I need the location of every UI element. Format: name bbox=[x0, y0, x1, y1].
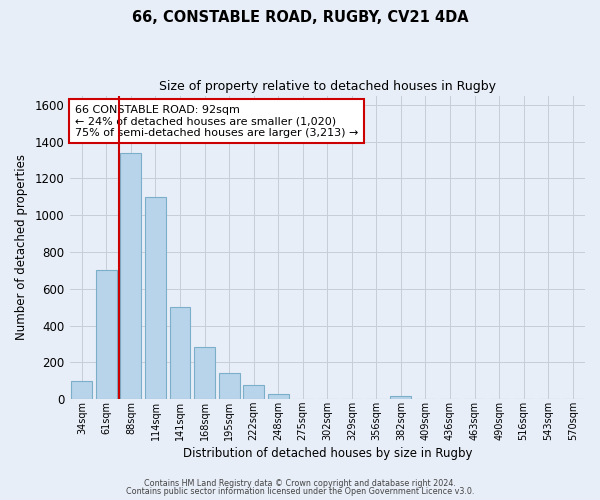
Bar bbox=[145, 197, 166, 399]
Text: Contains HM Land Registry data © Crown copyright and database right 2024.: Contains HM Land Registry data © Crown c… bbox=[144, 478, 456, 488]
Text: Contains public sector information licensed under the Open Government Licence v3: Contains public sector information licen… bbox=[126, 487, 474, 496]
X-axis label: Distribution of detached houses by size in Rugby: Distribution of detached houses by size … bbox=[182, 447, 472, 460]
Bar bbox=[121, 152, 142, 399]
Bar bbox=[218, 374, 239, 399]
Bar bbox=[268, 394, 289, 399]
Y-axis label: Number of detached properties: Number of detached properties bbox=[15, 154, 28, 340]
Bar bbox=[194, 346, 215, 399]
Bar bbox=[391, 396, 412, 399]
Text: 66, CONSTABLE ROAD, RUGBY, CV21 4DA: 66, CONSTABLE ROAD, RUGBY, CV21 4DA bbox=[131, 10, 469, 25]
Title: Size of property relative to detached houses in Rugby: Size of property relative to detached ho… bbox=[159, 80, 496, 93]
Text: 66 CONSTABLE ROAD: 92sqm
← 24% of detached houses are smaller (1,020)
75% of sem: 66 CONSTABLE ROAD: 92sqm ← 24% of detach… bbox=[75, 104, 358, 138]
Bar bbox=[96, 270, 117, 399]
Bar bbox=[243, 386, 264, 399]
Bar bbox=[170, 307, 190, 399]
Bar bbox=[71, 381, 92, 399]
